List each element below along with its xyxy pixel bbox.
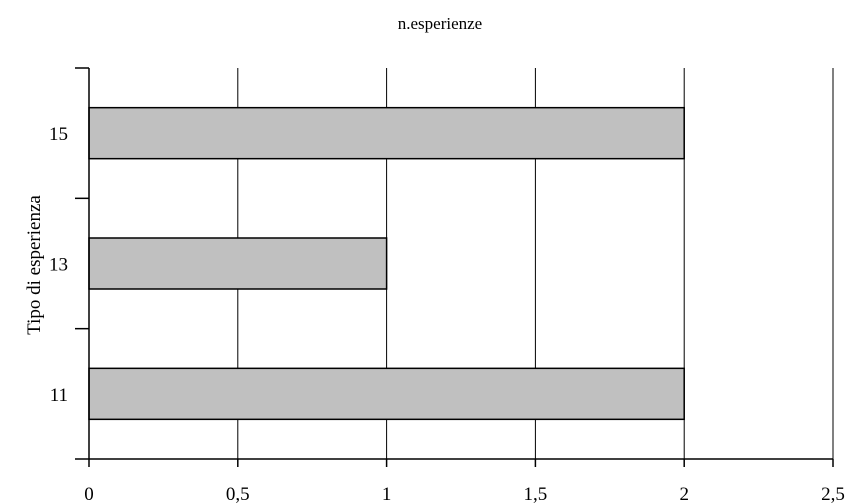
x-tick-labels: 0 0,5 1 1,5 2 2,5 bbox=[84, 484, 845, 504]
x-tick-label: 2,5 bbox=[821, 484, 845, 504]
chart-title: n.esperienze bbox=[398, 14, 482, 33]
y-tick-label-15: 15 bbox=[49, 124, 68, 145]
y-axis-label: Tipo di esperienza bbox=[24, 195, 45, 335]
bar-13 bbox=[88, 237, 388, 290]
bar-11 bbox=[88, 367, 685, 421]
axes bbox=[75, 67, 834, 467]
y-tick-label-13: 13 bbox=[49, 255, 68, 276]
y-tick-label-11: 11 bbox=[50, 385, 68, 406]
x-tick-label: 2 bbox=[679, 484, 689, 504]
x-tick-label: 1,5 bbox=[524, 484, 548, 504]
bar-15 bbox=[88, 106, 685, 160]
x-tick-label: 1 bbox=[382, 484, 392, 504]
bars bbox=[88, 106, 685, 421]
y-tick-labels: 11 13 15 bbox=[49, 124, 68, 406]
x-tick-label: 0,5 bbox=[226, 484, 250, 504]
x-tick-label: 0 bbox=[84, 484, 94, 504]
